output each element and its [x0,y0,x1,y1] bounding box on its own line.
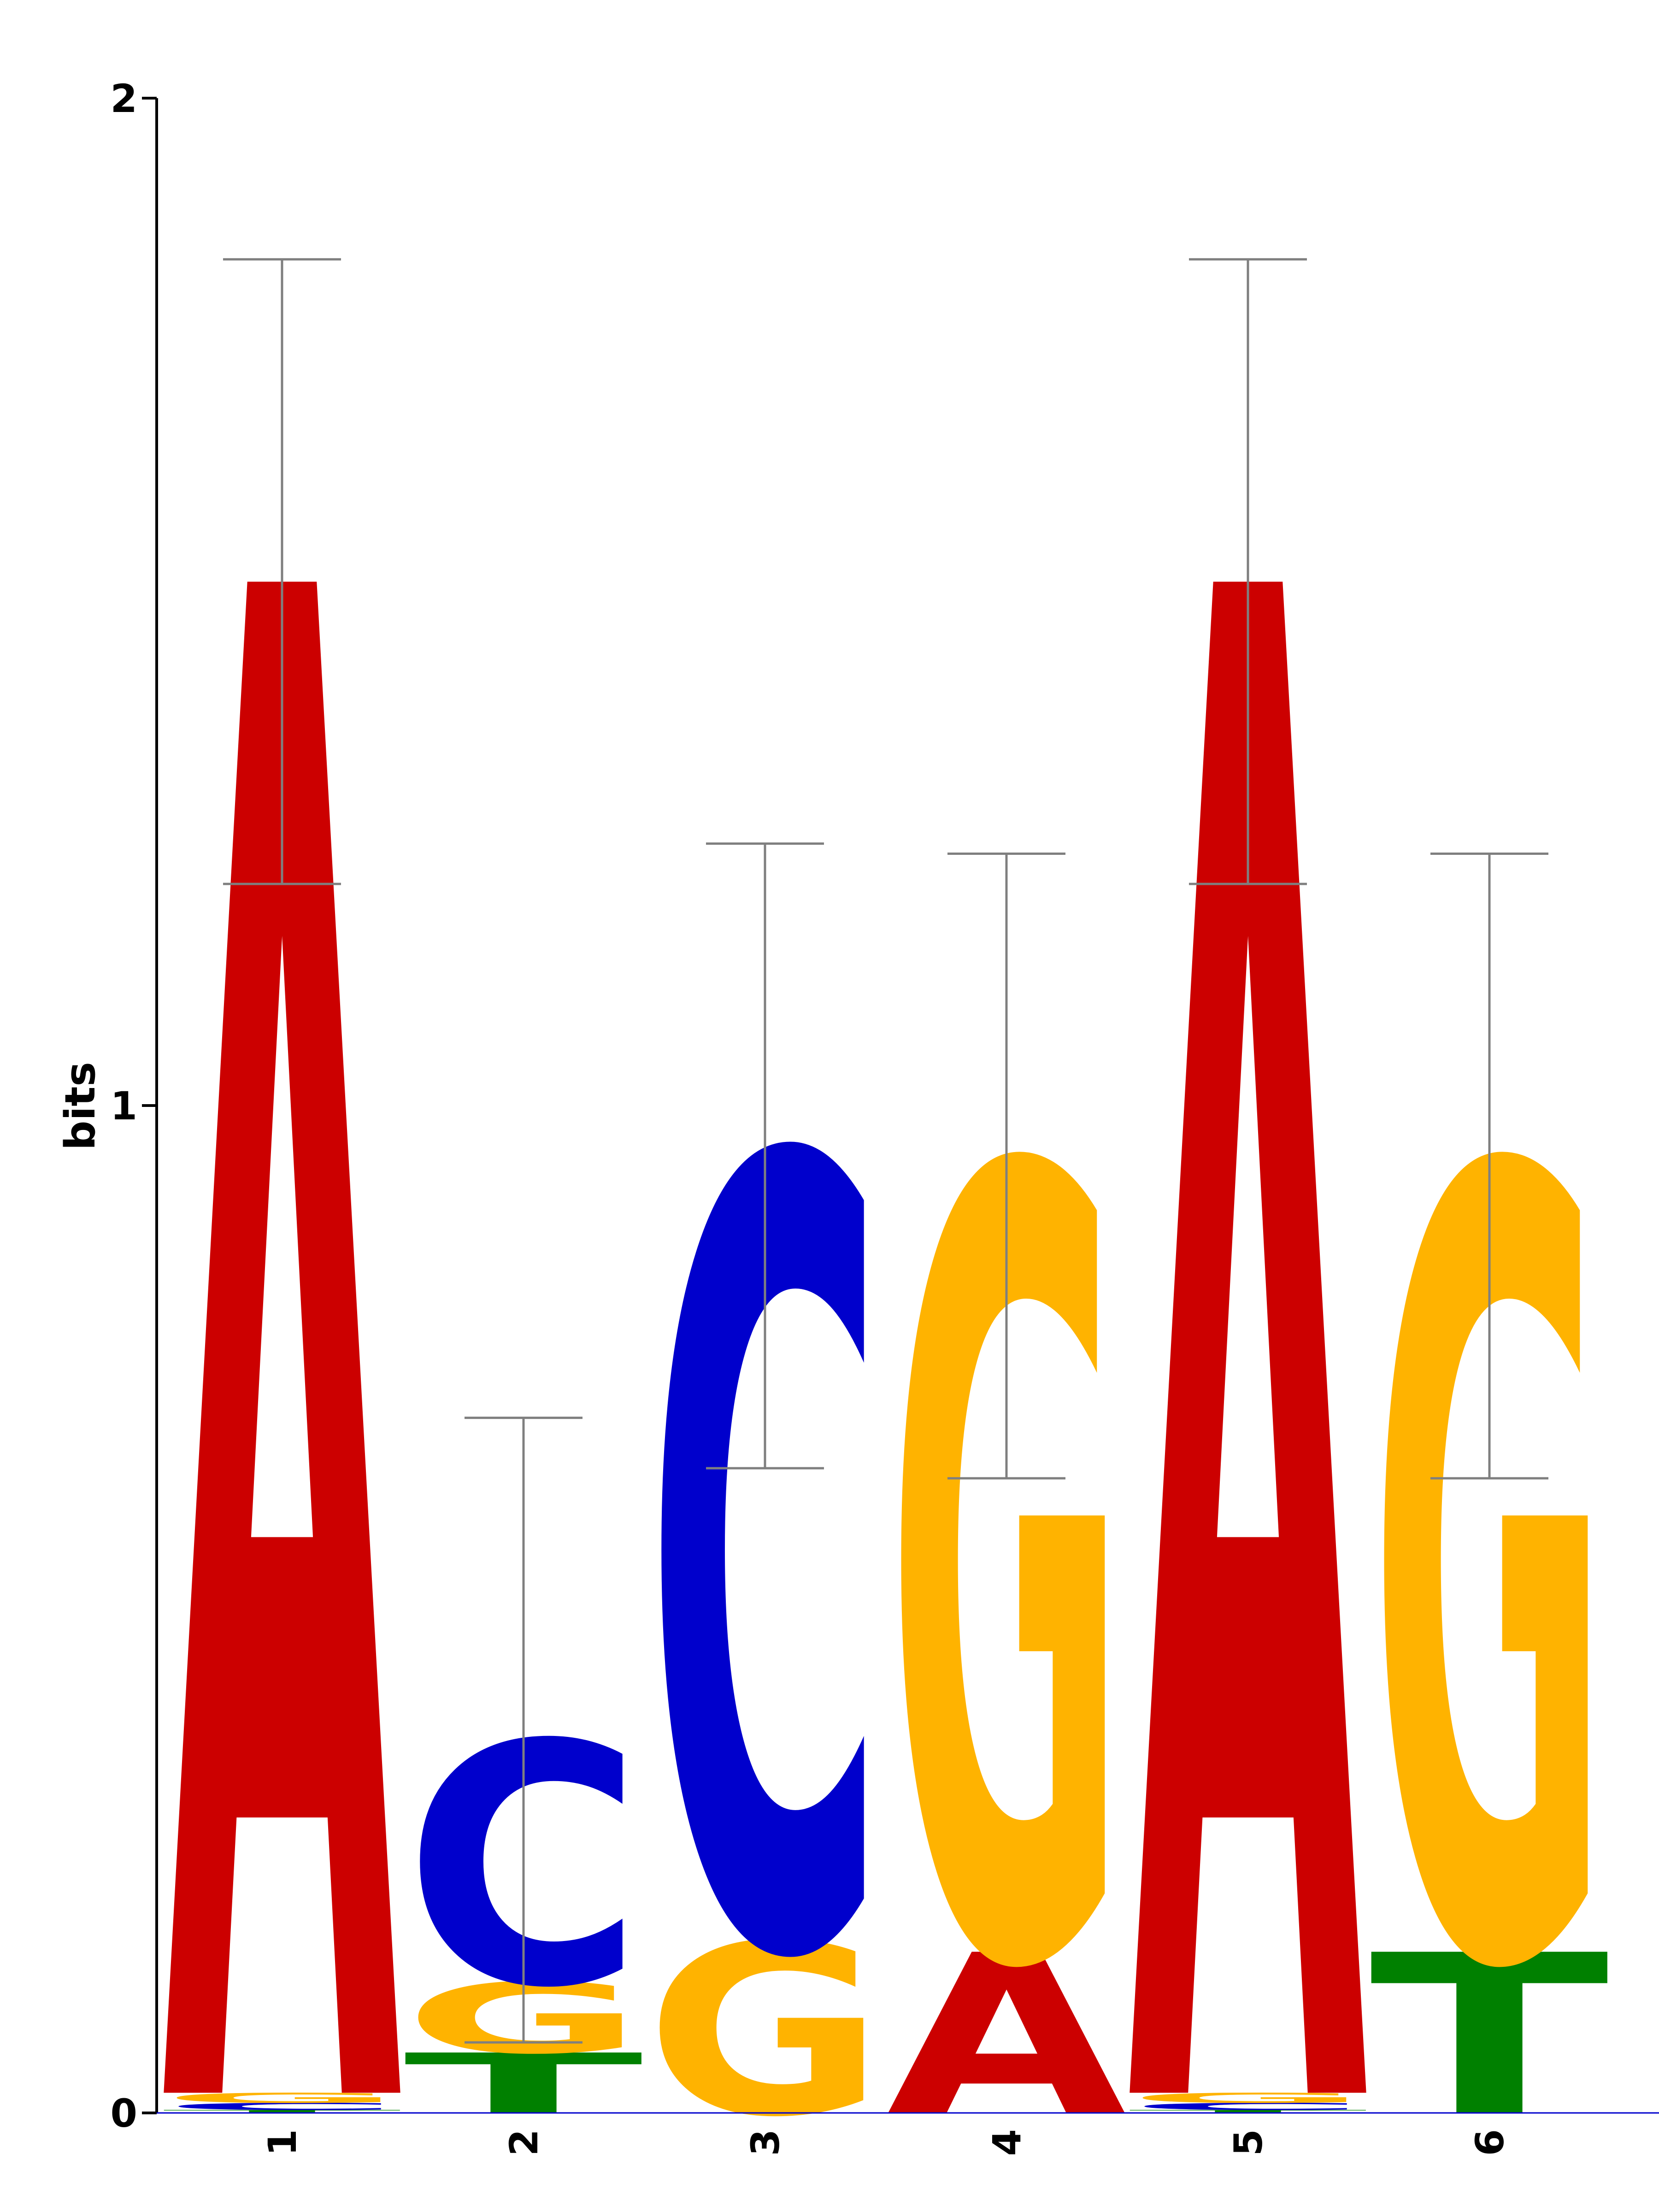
logo-letter-t: T [404,2036,645,2133]
logo-letter-a: A [887,1908,1129,2165]
error-bars [223,258,1548,2044]
logo-letter-t: T [1128,2109,1370,2114]
error-bar [947,853,1065,1480]
logo-letter-c: C [1128,2101,1368,2112]
x-position-label: 5 [1226,2129,1271,2156]
y-tick-label: 0 [111,2091,137,2136]
error-bar [223,258,341,885]
x-position-label: 1 [260,2129,305,2156]
error-bar [1189,258,1307,885]
x-position-label: 3 [743,2129,788,2156]
error-bar [465,1417,582,2044]
x-position-label: 2 [501,2129,547,2156]
logo-letter-t: T [162,2109,404,2114]
x-axis-position-labels: 1 2 3 4 5 6 [260,2129,1512,2156]
logo-letter-g: G [1128,2090,1368,2106]
y-axis-title: bits [56,1062,105,1150]
error-bar [1430,853,1548,1480]
y-tick-label: 1 [111,1083,137,1129]
logo-letter-c: C [162,2101,402,2112]
logo-letter-g: G [645,1895,885,2169]
y-tick-label: 2 [111,76,137,121]
error-bar [706,842,824,1470]
x-position-label: 4 [984,2129,1030,2156]
logo-letter-g: G [162,2090,402,2106]
x-position-label: 6 [1467,2129,1512,2156]
y-axis: 0 1 2 [111,76,1659,2136]
logo-letter-t: T [1370,1908,1611,2165]
